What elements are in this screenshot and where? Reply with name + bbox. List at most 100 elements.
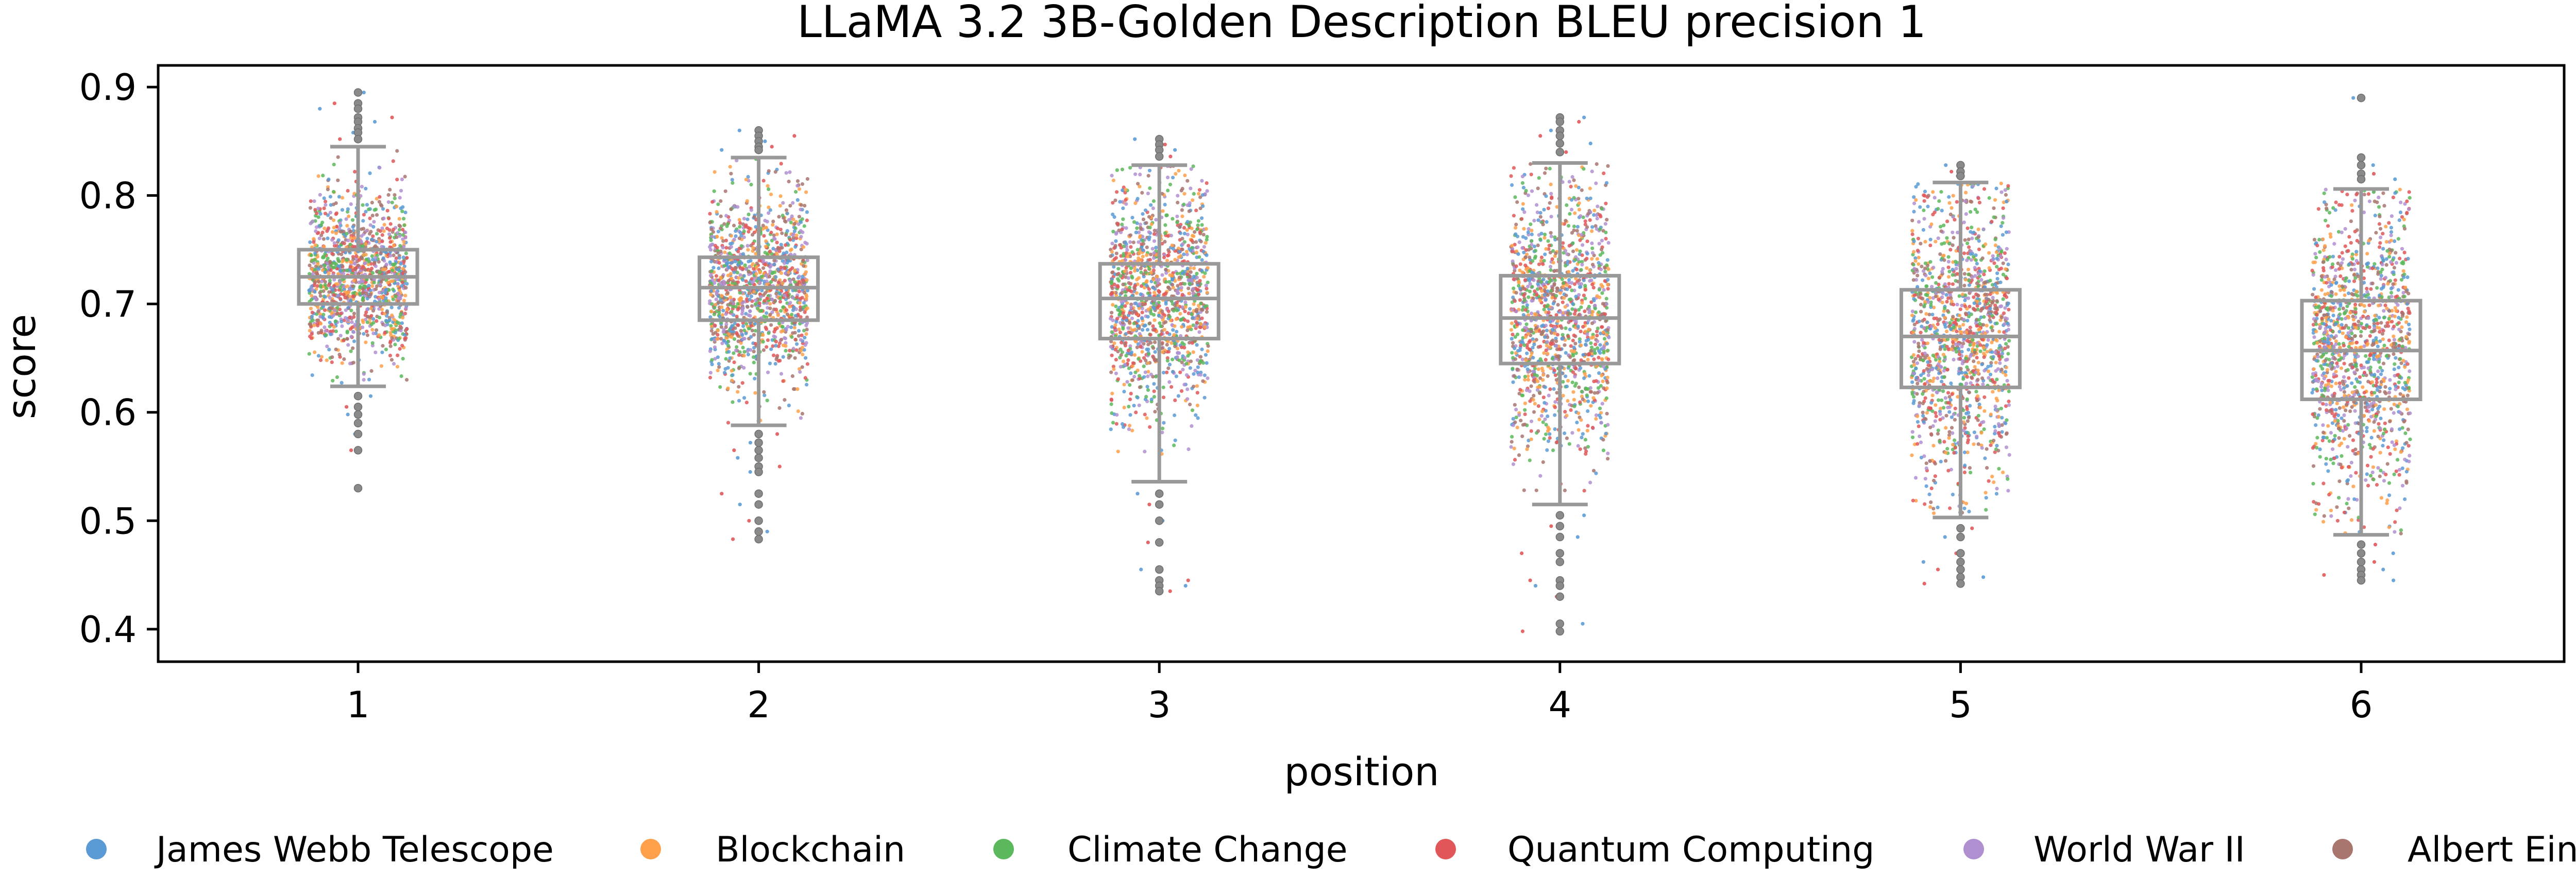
strip-point bbox=[1146, 540, 1150, 544]
strip-point bbox=[399, 188, 403, 193]
strip-point bbox=[737, 385, 741, 389]
strip-point bbox=[1571, 370, 1575, 374]
strip-point bbox=[1521, 328, 1525, 332]
strip-point bbox=[1192, 385, 1196, 389]
strip-point bbox=[751, 262, 755, 266]
strip-point bbox=[747, 212, 751, 216]
strip-point bbox=[346, 238, 350, 243]
strip-point bbox=[736, 339, 740, 343]
strip-point bbox=[1587, 307, 1591, 312]
strip-point bbox=[1554, 343, 1558, 348]
strip-point bbox=[742, 235, 746, 239]
strip-point bbox=[1537, 176, 1541, 180]
strip-point bbox=[1552, 387, 1556, 391]
strip-point bbox=[716, 230, 720, 234]
strip-point bbox=[780, 231, 784, 235]
strip-point bbox=[772, 353, 776, 357]
strip-point bbox=[710, 278, 715, 282]
strip-point bbox=[1134, 291, 1139, 295]
strip-point bbox=[368, 288, 372, 292]
strip-point bbox=[775, 432, 779, 436]
strip-point bbox=[1135, 346, 1139, 350]
strip-point bbox=[403, 333, 407, 337]
strip-point bbox=[404, 306, 408, 310]
strip-point bbox=[1149, 203, 1153, 207]
strip-point bbox=[776, 313, 780, 317]
strip-point bbox=[357, 258, 361, 262]
strip-point bbox=[327, 265, 331, 269]
strip-point bbox=[779, 243, 783, 247]
strip-point bbox=[1602, 337, 1607, 341]
strip-point bbox=[1546, 239, 1550, 243]
strip-point bbox=[791, 347, 795, 351]
strip-point bbox=[1122, 405, 1126, 410]
strip-point bbox=[1118, 200, 1122, 204]
strip-point bbox=[1588, 218, 1592, 222]
strip-point bbox=[777, 215, 781, 219]
strip-point bbox=[1541, 460, 1545, 464]
strip-point bbox=[375, 270, 379, 274]
strip-point bbox=[342, 241, 346, 246]
strip-point bbox=[726, 421, 731, 425]
strip-point bbox=[737, 246, 741, 251]
strip-point bbox=[1145, 279, 1149, 283]
strip-point bbox=[361, 244, 365, 248]
strip-point bbox=[1597, 371, 1601, 375]
strip-point bbox=[1173, 324, 1177, 328]
strip-point bbox=[349, 335, 353, 339]
strip-point bbox=[352, 232, 356, 236]
strip-point bbox=[1161, 395, 1166, 400]
strip-point bbox=[401, 217, 406, 221]
strip-point bbox=[784, 328, 788, 332]
strip-point bbox=[318, 294, 323, 298]
strip-point bbox=[1121, 311, 1125, 315]
strip-point bbox=[361, 325, 365, 330]
strip-point bbox=[317, 236, 321, 240]
strip-point bbox=[331, 378, 335, 383]
strip-point bbox=[1536, 282, 1540, 286]
strip-point bbox=[1186, 319, 1190, 323]
strip-point bbox=[1147, 287, 1151, 291]
strip-point bbox=[742, 229, 746, 233]
strip-point bbox=[1549, 192, 1553, 196]
strip-point bbox=[1195, 403, 1199, 408]
strip-point bbox=[371, 317, 376, 321]
strip-point bbox=[1199, 322, 1203, 326]
strip-point bbox=[742, 328, 747, 333]
strip-point bbox=[737, 128, 741, 132]
strip-point bbox=[730, 277, 734, 281]
strip-point bbox=[781, 213, 785, 218]
strip-point bbox=[375, 239, 379, 244]
strip-point bbox=[747, 326, 751, 331]
strip-point bbox=[330, 299, 334, 303]
strip-point bbox=[1593, 306, 1597, 310]
strip-point bbox=[1199, 239, 1203, 244]
strip-point bbox=[1188, 402, 1192, 407]
strip-point bbox=[722, 371, 727, 375]
strip-point bbox=[349, 299, 353, 303]
strip-point bbox=[1157, 289, 1161, 294]
strip-point bbox=[1606, 283, 1610, 287]
strip-point bbox=[1177, 358, 1181, 363]
strip-point bbox=[308, 206, 313, 210]
strip-point bbox=[1191, 291, 1195, 296]
strip-point bbox=[319, 283, 323, 287]
strip-point bbox=[1127, 405, 1131, 409]
strip-point bbox=[1520, 270, 1524, 274]
strip-point bbox=[336, 337, 341, 341]
strip-point bbox=[805, 315, 809, 319]
strip-point bbox=[1529, 384, 1533, 388]
strip-point bbox=[323, 212, 328, 216]
strip-point bbox=[370, 284, 375, 288]
strip-point bbox=[779, 265, 783, 269]
strip-point bbox=[370, 254, 374, 258]
strip-point bbox=[776, 247, 781, 251]
strip-point bbox=[784, 349, 788, 353]
strip-point bbox=[781, 281, 785, 285]
strip-point bbox=[1164, 268, 1168, 272]
strip-point bbox=[708, 315, 713, 319]
strip-point bbox=[1520, 357, 1524, 361]
strip-point bbox=[748, 265, 752, 269]
strip-point bbox=[367, 284, 371, 288]
strip-point bbox=[717, 365, 721, 369]
